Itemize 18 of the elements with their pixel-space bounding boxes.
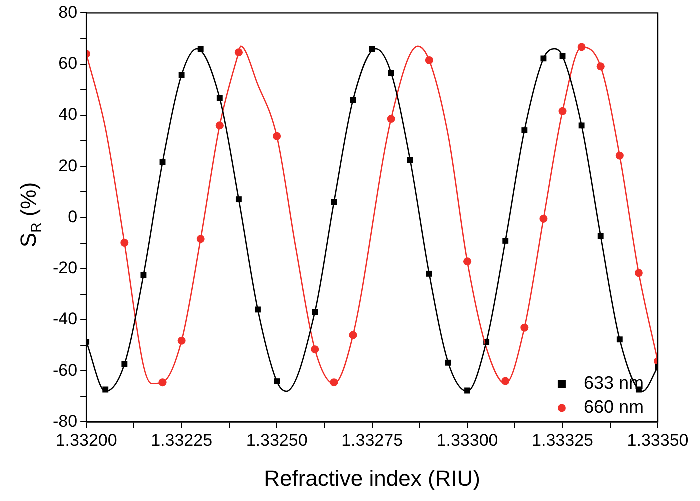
- x-tick-label: 1.33250: [246, 431, 308, 450]
- y-tick-label: 80: [58, 2, 78, 22]
- x-tick-label: 1.33275: [342, 431, 404, 450]
- x-axis-title: Refractive index (RIU): [264, 466, 480, 491]
- y-tick-label: 0: [68, 207, 78, 226]
- x-tick-label: 1.33350: [627, 431, 689, 450]
- y-tick-label: -60: [52, 360, 78, 380]
- x-tick-label: 1.33325: [532, 431, 594, 450]
- x-tick-label: 1.33225: [151, 431, 213, 450]
- y-tick-label: -20: [52, 258, 78, 278]
- x-tick-label: 1.33200: [56, 431, 118, 450]
- y-tick-label: -40: [52, 310, 78, 329]
- y-tick-label: 40: [58, 105, 78, 124]
- legend-label: 660 nm: [584, 397, 644, 418]
- x-tick-label: 1.33300: [436, 431, 498, 450]
- y-tick-label: 20: [58, 156, 78, 176]
- y-tick-label: -80: [52, 412, 78, 431]
- y-tick-label: 60: [58, 54, 78, 74]
